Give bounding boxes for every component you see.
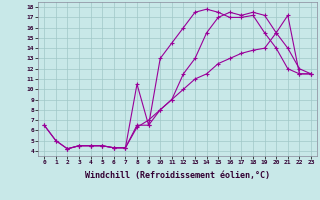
X-axis label: Windchill (Refroidissement éolien,°C): Windchill (Refroidissement éolien,°C) <box>85 171 270 180</box>
